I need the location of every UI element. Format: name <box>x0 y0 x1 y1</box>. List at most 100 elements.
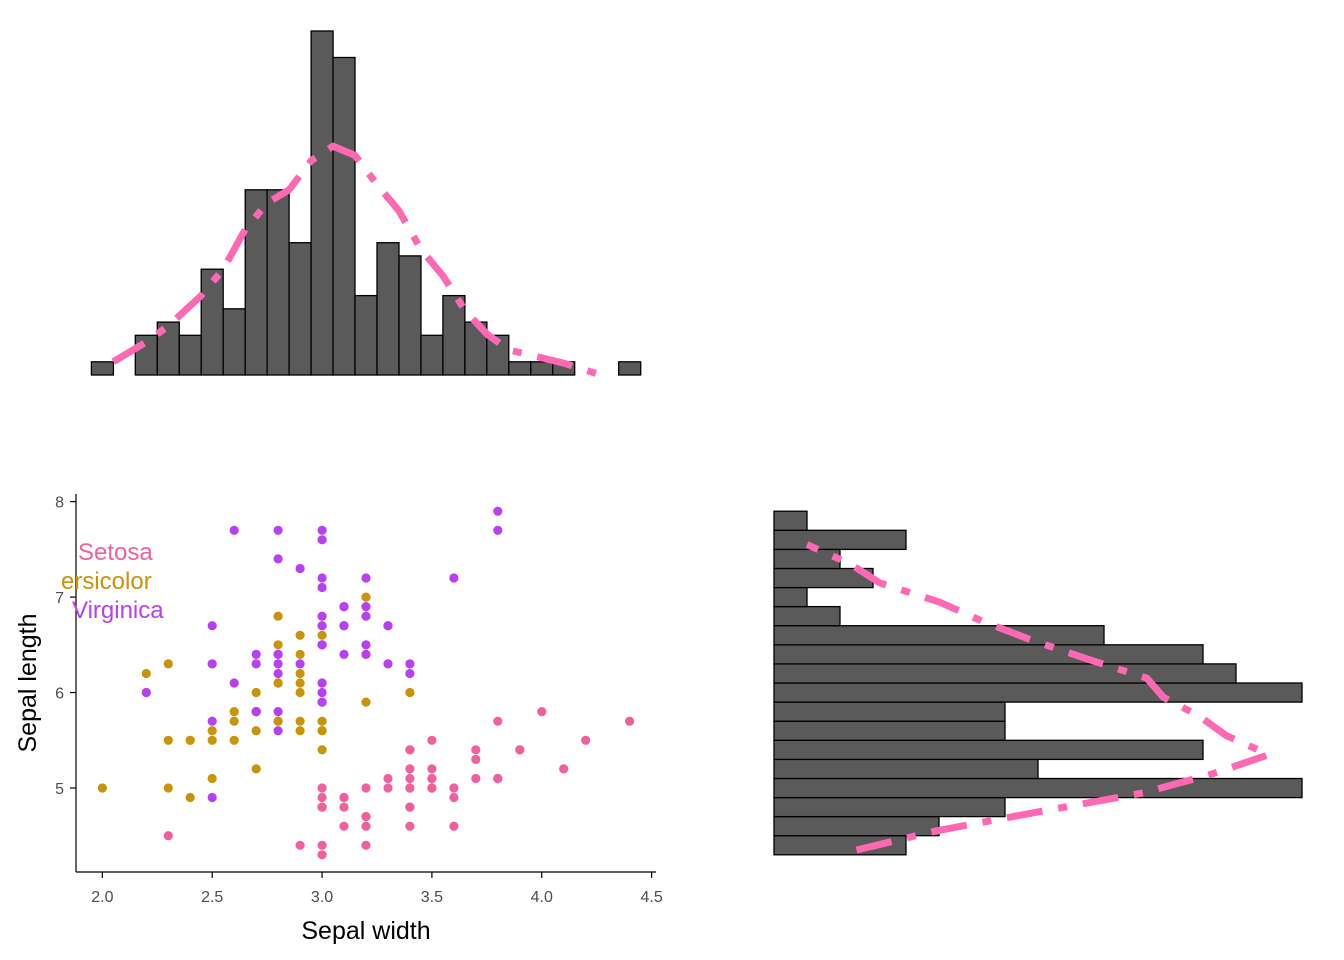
scatter-point <box>163 783 173 793</box>
top-marginal-histogram <box>90 30 642 378</box>
scatter-point <box>295 563 305 574</box>
right-histogram-bar <box>773 605 841 627</box>
scatter-point <box>207 792 217 803</box>
scatter-point <box>207 716 217 726</box>
scatter-point <box>317 525 327 535</box>
scatter-point <box>295 678 305 688</box>
top-histogram-bar <box>90 361 115 376</box>
x-tick-label: 3.5 <box>421 889 443 906</box>
scatter-point <box>317 716 327 726</box>
scatter-point <box>273 611 283 621</box>
scatter-point <box>273 678 283 688</box>
scatter-point <box>185 792 195 803</box>
scatter-point <box>361 592 371 602</box>
scatter-point <box>273 640 283 650</box>
top-histogram-bar <box>200 268 224 376</box>
scatter-point <box>229 678 239 688</box>
legend: Setosa ersicolor Virginica <box>61 539 164 624</box>
top-histogram-bar <box>354 294 378 376</box>
scatter-point <box>361 611 371 621</box>
y-tick-label: 6 <box>55 686 64 703</box>
right-histogram-bar <box>773 586 808 608</box>
scatter-point <box>449 821 459 831</box>
scatter-point <box>317 630 327 640</box>
scatter-point <box>317 621 327 631</box>
scatter-point <box>273 525 283 535</box>
scatter-point <box>405 802 415 812</box>
scatter-point <box>383 773 393 784</box>
top-histogram-bar <box>530 361 554 376</box>
scatter-point <box>361 840 371 850</box>
x-axis-ticks: 2.0 2.5 3.0 3.5 4.0 4.5 <box>91 872 663 906</box>
scatter-point <box>361 649 371 660</box>
legend-label-versicolor: ersicolor <box>61 568 152 595</box>
scatter-point <box>317 792 327 803</box>
scatter-point <box>207 621 217 631</box>
scatter-point <box>361 812 371 822</box>
scatter-panel: 2.0 2.5 3.0 3.5 4.0 4.5 5 6 7 8 Sepal width Sepa… <box>14 494 663 945</box>
scatter-point <box>405 659 415 669</box>
scatter-point <box>427 783 437 793</box>
scatter-point <box>251 687 261 698</box>
scatter-point <box>449 783 459 793</box>
scatter-point <box>427 764 437 774</box>
x-axis-title: Sepal width <box>301 917 430 945</box>
right-density-line <box>805 541 1273 854</box>
x-tick-label: 2.5 <box>201 889 223 906</box>
scatter-point <box>251 764 261 774</box>
right-histogram-bar <box>773 682 1303 703</box>
scatter-point <box>317 850 327 860</box>
top-histogram-bar <box>398 255 422 376</box>
top-histogram-bar <box>310 30 334 376</box>
top-histogram-bar <box>332 56 356 376</box>
scatter-point <box>361 602 371 612</box>
scatter-point <box>251 726 261 736</box>
x-tick-label: 4.0 <box>531 889 553 906</box>
scatter-point <box>229 716 239 726</box>
scatter-point <box>383 659 393 669</box>
scatter-point <box>185 735 195 745</box>
scatter-point <box>141 687 151 698</box>
scatter-point <box>317 802 327 812</box>
top-histogram-bar <box>178 334 202 376</box>
right-histogram-bar <box>773 796 1006 818</box>
y-tick-label: 5 <box>55 781 64 798</box>
scatter-point <box>405 745 415 755</box>
scatter-point <box>273 716 283 726</box>
scatter-point <box>339 821 349 831</box>
scatter-point <box>427 735 437 745</box>
scatter-point <box>471 745 481 755</box>
scatter-point <box>295 716 305 726</box>
scatter-point <box>383 783 393 793</box>
scatter-point <box>317 611 327 621</box>
scatter-point <box>317 745 327 755</box>
y-tick-label: 8 <box>55 495 64 512</box>
scatter-point <box>405 773 415 784</box>
y-axis-title: Sepal length <box>14 613 42 752</box>
scatter-point <box>339 792 349 803</box>
scatter-point <box>163 831 173 841</box>
scatter-point <box>273 668 283 679</box>
scatter-point <box>493 506 503 516</box>
legend-label-virginica: Virginica <box>72 597 164 624</box>
scatter-point <box>207 735 217 745</box>
scatter-point <box>361 697 371 707</box>
scatter-point <box>295 659 305 669</box>
scatter-point <box>295 726 305 736</box>
scatter-point <box>493 773 503 784</box>
scatter-point <box>251 707 261 717</box>
right-histogram-bar <box>773 739 1204 761</box>
scatter-point <box>339 802 349 812</box>
top-histogram-bar <box>420 334 444 376</box>
scatter-point <box>163 659 173 669</box>
scatter-point <box>383 621 393 631</box>
scatter-point <box>339 621 349 631</box>
scatter-point <box>317 582 327 593</box>
y-tick-label: 7 <box>55 590 64 607</box>
top-histogram-bar <box>442 294 466 376</box>
scatter-point <box>273 659 283 669</box>
top-histogram-bar <box>486 334 510 376</box>
scatter-point <box>405 764 415 774</box>
scatter-point <box>625 716 635 726</box>
